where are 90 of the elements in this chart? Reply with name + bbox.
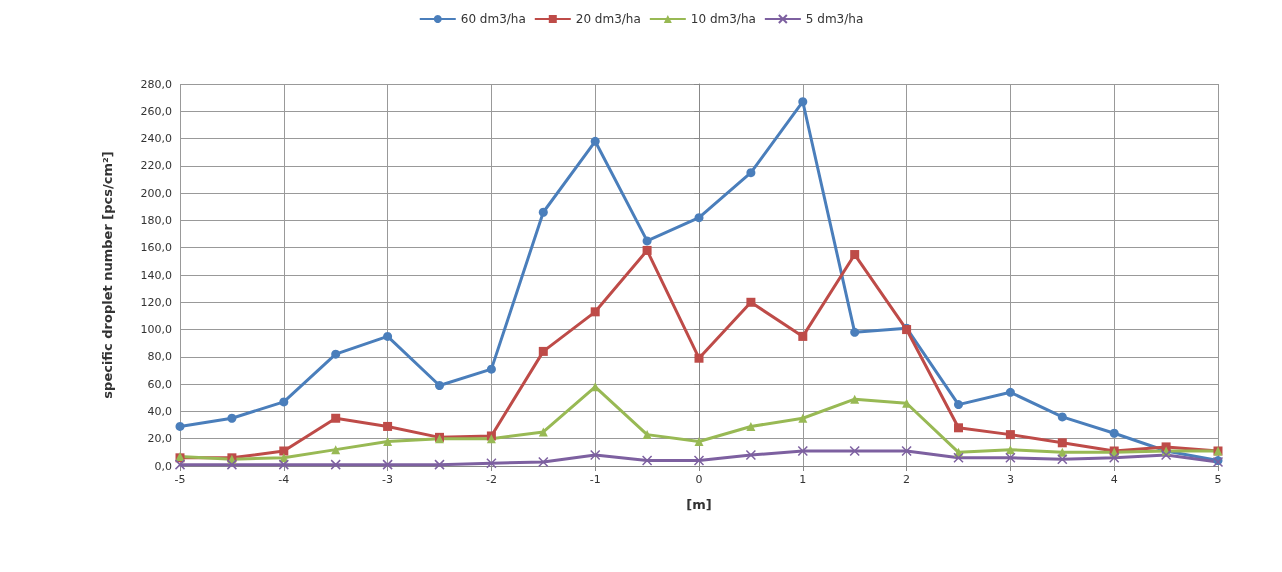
point (745, 449, 757, 461)
point (797, 445, 809, 457)
point (331, 413, 341, 423)
point (694, 213, 704, 223)
point (383, 331, 393, 341)
x-tick-label: 3 (1006, 473, 1014, 486)
y-tick-label: 60,0 (147, 377, 172, 391)
y-tick-label: 20,0 (147, 432, 172, 446)
legend-label: 60 dm3/ha (460, 12, 526, 26)
point (954, 423, 963, 433)
y-tick-label: 100,0 (140, 323, 172, 337)
point (642, 430, 652, 440)
legend-label: 20 dm3/ha (575, 12, 641, 26)
point (746, 168, 756, 178)
y-tick-label: 280,0 (140, 77, 172, 91)
point (227, 413, 237, 423)
point (383, 421, 393, 431)
y-tick-label: 240,0 (140, 132, 172, 146)
point (279, 446, 289, 456)
y-tick-label: 40,0 (147, 404, 172, 418)
point (641, 455, 653, 466)
y-tick-label: 80,0 (147, 350, 172, 364)
point (798, 331, 808, 341)
point (694, 353, 704, 363)
point (850, 327, 860, 337)
point (746, 297, 756, 307)
x-tick-label: -4 (278, 473, 290, 486)
point (1109, 428, 1119, 438)
legend-label: 5 dm3/ha (805, 12, 864, 26)
point (1005, 430, 1015, 440)
x-tick-label: -1 (589, 473, 601, 486)
point (590, 136, 600, 146)
point (486, 458, 497, 469)
point (1057, 438, 1067, 448)
point (538, 456, 549, 468)
point (850, 394, 860, 404)
point (954, 400, 963, 410)
x-tick-label: -3 (382, 473, 394, 486)
point (694, 436, 704, 446)
point (226, 459, 238, 470)
y-axis-title: specific droplet number [pcs/cm²] (100, 151, 115, 399)
x-tick-label: 0 (695, 473, 703, 486)
point (435, 381, 444, 390)
legend-label: 10 dm3/ha (690, 12, 756, 26)
point (538, 346, 548, 356)
point (174, 459, 186, 470)
point (1005, 387, 1015, 397)
y-tick-label: 140,0 (140, 268, 172, 282)
point (849, 445, 860, 457)
point (589, 449, 601, 461)
x-tick-label: 2 (903, 473, 911, 486)
x-axis-title: [m] (686, 497, 712, 512)
point (642, 236, 652, 246)
y-tick-label: 200,0 (140, 186, 172, 200)
point (850, 250, 860, 260)
y-tick-label: 180,0 (140, 213, 172, 227)
point (278, 459, 290, 470)
y-tick-label: 260,0 (140, 104, 172, 118)
point (798, 97, 808, 107)
y-tick-label: 160,0 (140, 241, 172, 255)
point (383, 436, 393, 446)
point (901, 445, 912, 457)
x-tick-label: 1 (799, 473, 807, 486)
point (1057, 412, 1067, 422)
point (538, 207, 548, 217)
point (1057, 453, 1068, 465)
point (642, 245, 652, 255)
point (486, 364, 496, 374)
y-tick-label: 120,0 (140, 295, 172, 309)
x-tick-label: -5 (174, 473, 186, 486)
point (434, 459, 445, 470)
y-tick-label: 0,0 (154, 459, 172, 473)
point (331, 349, 341, 359)
x-tick-label: -2 (485, 473, 497, 486)
point (798, 413, 808, 423)
point (1005, 452, 1016, 464)
point (746, 421, 756, 431)
y-tick-label: 220,0 (140, 159, 172, 173)
point (279, 397, 289, 407)
point (953, 452, 964, 464)
point (693, 455, 705, 466)
x-tick-label: 5 (1214, 473, 1222, 486)
point (382, 459, 393, 470)
point (1005, 445, 1015, 455)
point (1108, 452, 1120, 464)
point (1160, 449, 1172, 461)
x-tick-label: 4 (1110, 473, 1118, 486)
point (590, 307, 600, 317)
point (175, 421, 185, 431)
point (330, 459, 341, 470)
